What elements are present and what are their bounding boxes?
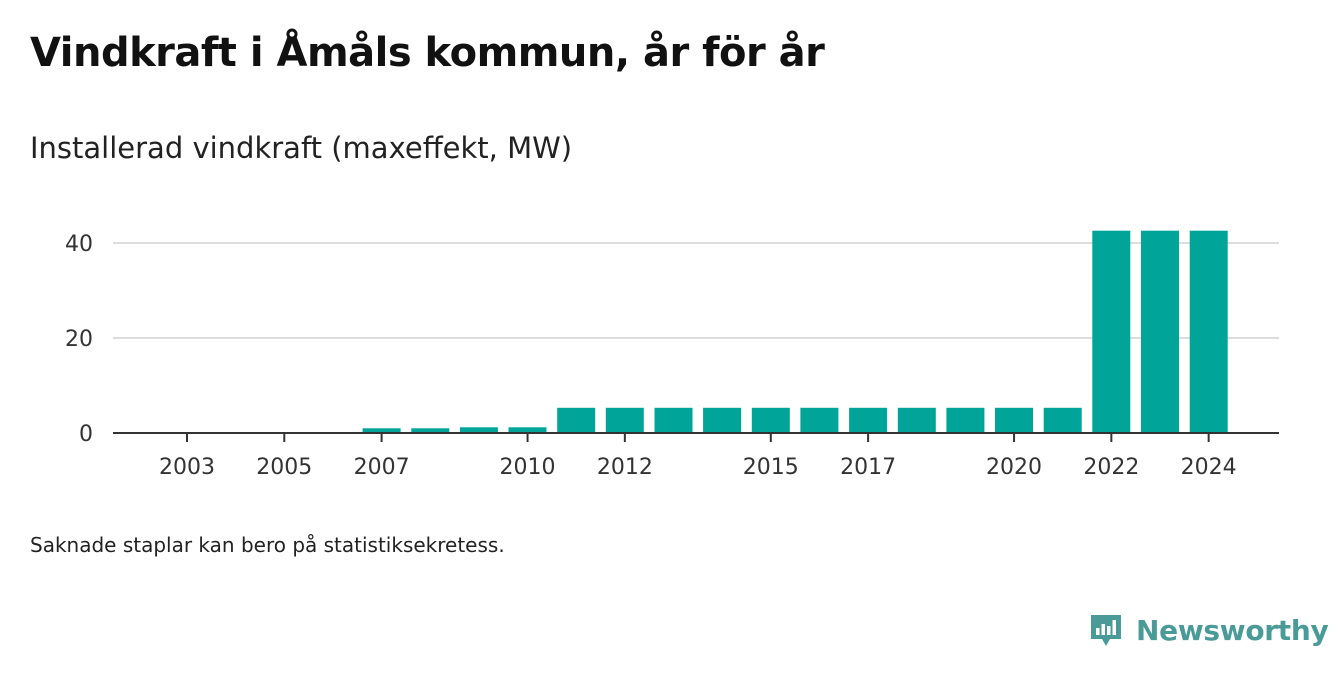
- x-tick-label: 2015: [743, 455, 799, 480]
- bar-2018: [897, 407, 936, 433]
- chart-subtitle: Installerad vindkraft (maxeffekt, MW): [30, 131, 573, 165]
- x-tick-label: 2005: [256, 455, 312, 480]
- bar-2007: [362, 428, 401, 434]
- bar-2021: [1043, 407, 1082, 433]
- x-tick-label: 2007: [354, 455, 410, 480]
- bar-2024: [1189, 230, 1228, 433]
- bar-2015: [751, 407, 790, 433]
- bar-2022: [1092, 230, 1131, 433]
- y-tick-label: 40: [65, 232, 93, 257]
- bar-2017: [849, 407, 888, 433]
- bar-2008: [411, 428, 450, 434]
- x-tick-label: 2020: [986, 455, 1042, 480]
- brand-name: Newsworthy: [1136, 613, 1329, 647]
- x-tick-label: 2022: [1083, 455, 1139, 480]
- chart-title: Vindkraft i Åmåls kommun, år för år: [30, 30, 825, 76]
- grid-lines: [113, 242, 1279, 339]
- newsworthy-logo-icon: [1091, 615, 1121, 646]
- bar-2012: [605, 407, 644, 433]
- y-tick-label: 20: [65, 327, 93, 352]
- bar-2009: [459, 427, 498, 433]
- footnote: Saknade staplar kan bero på statistiksek…: [30, 533, 505, 557]
- bar-2023: [1141, 230, 1179, 433]
- bar-chart: 0 20 40 2003 2005 2007 2010 2012 2015 2017 2020 202…: [65, 230, 1279, 480]
- y-tick-label: 0: [79, 422, 93, 447]
- bars: [362, 230, 1228, 434]
- bar-2010: [508, 427, 547, 433]
- bar-2014: [703, 407, 742, 433]
- bar-2011: [557, 407, 596, 433]
- bar-2020: [995, 407, 1033, 433]
- x-tick-label: 2017: [840, 455, 896, 480]
- bar-2019: [946, 407, 985, 433]
- bar-2013: [654, 407, 693, 433]
- x-tick-label: 2024: [1181, 455, 1237, 480]
- tick-labels: 0 20 40 2003 2005 2007 2010 2012 2015 2017 2020 202…: [65, 232, 1237, 480]
- bar-2016: [800, 407, 839, 433]
- x-tick-label: 2003: [159, 455, 215, 480]
- brand-logo[interactable]: Newsworthy: [1088, 612, 1329, 648]
- axes: [113, 432, 1279, 442]
- x-tick-label: 2012: [597, 455, 653, 480]
- x-tick-label: 2010: [500, 455, 556, 480]
